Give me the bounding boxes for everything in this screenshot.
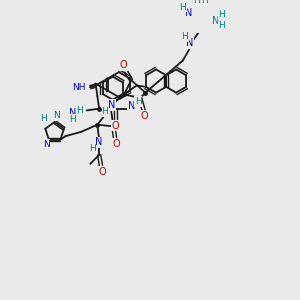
Text: H: H bbox=[179, 3, 186, 12]
Text: N: N bbox=[43, 140, 50, 149]
Text: N: N bbox=[185, 8, 193, 18]
Text: O: O bbox=[98, 167, 106, 177]
Text: O: O bbox=[112, 139, 120, 149]
Text: NH: NH bbox=[72, 83, 86, 92]
Text: N: N bbox=[128, 101, 135, 111]
Text: N: N bbox=[186, 38, 194, 48]
Text: O: O bbox=[111, 121, 119, 130]
Text: O: O bbox=[119, 60, 127, 70]
Text: H: H bbox=[219, 21, 225, 30]
Text: O: O bbox=[141, 111, 148, 121]
Text: H: H bbox=[219, 10, 225, 19]
Text: N: N bbox=[108, 100, 115, 110]
Text: H: H bbox=[193, 0, 200, 4]
Text: H: H bbox=[76, 106, 83, 115]
Text: H: H bbox=[201, 0, 208, 4]
Text: H: H bbox=[101, 107, 108, 116]
Text: H: H bbox=[69, 115, 76, 124]
Text: H: H bbox=[181, 32, 188, 41]
Text: H: H bbox=[40, 114, 47, 123]
Text: N: N bbox=[95, 137, 103, 148]
Text: H: H bbox=[89, 144, 95, 153]
Text: N: N bbox=[53, 111, 60, 120]
Text: H: H bbox=[135, 97, 142, 106]
Text: N: N bbox=[69, 108, 76, 118]
Text: N: N bbox=[212, 16, 219, 26]
